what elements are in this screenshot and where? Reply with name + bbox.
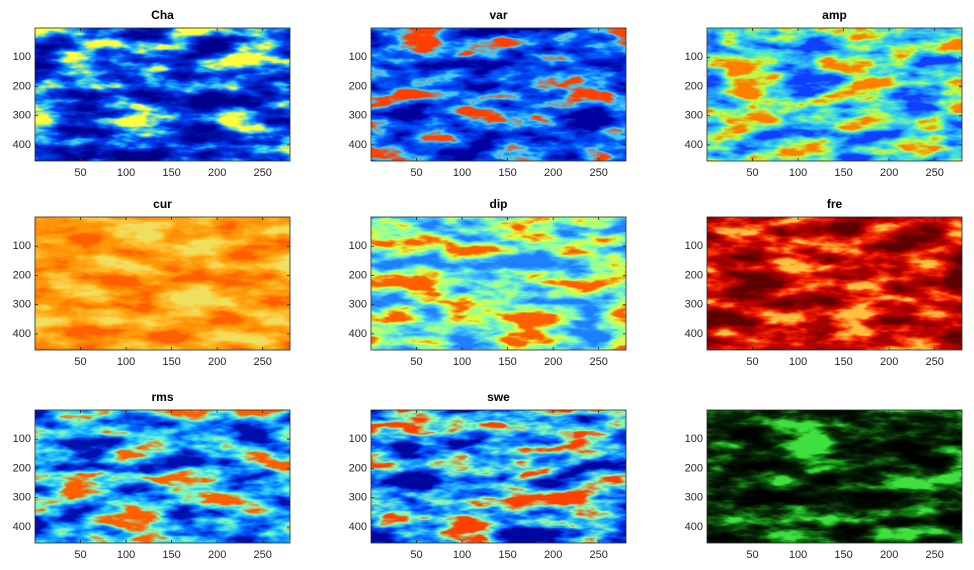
x-tick-label: 200 [208,356,226,368]
x-tick-label: 200 [880,356,898,368]
image [35,410,290,543]
y-tick-label: 300 [13,492,31,504]
x-tick-label: 250 [589,356,607,368]
x-tick-label: 200 [544,356,562,368]
x-tick-label: 150 [162,549,180,561]
image [707,410,962,543]
x-tick-label: 50 [410,549,422,561]
image [35,217,290,350]
y-tick-label: 100 [13,433,31,445]
y-tick-label: 400 [685,521,703,533]
y-tick-label: 100 [13,240,31,252]
y-tick-label: 300 [685,492,703,504]
x-tick-label: 150 [498,549,516,561]
image [707,217,962,350]
image [707,28,962,161]
x-tick-label: 50 [74,167,86,179]
x-tick-label: 200 [208,167,226,179]
x-tick-label: 250 [925,167,943,179]
x-tick-label: 250 [253,167,271,179]
panel-title: swe [487,390,510,404]
x-tick-label: 200 [544,167,562,179]
x-tick-label: 150 [162,167,180,179]
y-tick-label: 400 [349,328,367,340]
x-tick-label: 100 [117,167,135,179]
y-tick-label: 400 [13,328,31,340]
x-tick-label: 150 [834,356,852,368]
y-tick-label: 200 [349,269,367,281]
x-tick-label: 100 [117,549,135,561]
x-tick-label: 100 [453,167,471,179]
x-tick-label: 250 [253,356,271,368]
y-tick-label: 300 [685,110,703,122]
x-tick-label: 200 [208,549,226,561]
y-tick-label: 200 [685,462,703,474]
panel-title: dip [490,197,508,211]
x-tick-label: 250 [253,549,271,561]
y-tick-label: 200 [685,80,703,92]
y-tick-label: 300 [349,299,367,311]
y-tick-label: 100 [349,51,367,63]
x-tick-label: 150 [834,167,852,179]
panel-title: amp [822,8,847,22]
x-tick-label: 50 [410,167,422,179]
y-tick-label: 100 [13,51,31,63]
x-tick-label: 100 [453,549,471,561]
x-tick-label: 250 [589,549,607,561]
panel-title: Cha [151,8,174,22]
x-tick-label: 50 [746,167,758,179]
y-tick-label: 400 [13,521,31,533]
x-tick-label: 50 [746,549,758,561]
y-tick-label: 200 [13,462,31,474]
x-tick-label: 100 [453,356,471,368]
x-tick-label: 150 [498,167,516,179]
x-tick-label: 100 [789,549,807,561]
image [371,28,626,161]
y-tick-label: 200 [349,80,367,92]
x-tick-label: 150 [162,356,180,368]
x-tick-label: 50 [74,356,86,368]
x-tick-label: 200 [544,549,562,561]
x-tick-label: 150 [834,549,852,561]
y-tick-label: 100 [349,240,367,252]
y-tick-label: 200 [13,269,31,281]
x-tick-label: 250 [925,549,943,561]
panel-title: rms [151,390,173,404]
x-tick-label: 50 [746,356,758,368]
x-tick-label: 250 [925,356,943,368]
y-tick-label: 400 [685,328,703,340]
y-tick-label: 100 [685,51,703,63]
panel-title: fre [827,197,843,211]
x-tick-label: 250 [589,167,607,179]
x-tick-label: 200 [880,167,898,179]
y-tick-label: 300 [685,299,703,311]
x-tick-label: 50 [74,549,86,561]
y-tick-label: 400 [685,139,703,151]
y-tick-label: 200 [349,462,367,474]
y-tick-label: 300 [349,492,367,504]
y-tick-label: 300 [13,110,31,122]
image [35,28,290,161]
x-tick-label: 100 [789,356,807,368]
y-tick-label: 200 [13,80,31,92]
x-tick-label: 50 [410,356,422,368]
y-tick-label: 300 [13,299,31,311]
image [371,217,626,350]
y-tick-label: 400 [349,139,367,151]
y-tick-label: 100 [685,433,703,445]
y-tick-label: 100 [685,240,703,252]
y-tick-label: 300 [349,110,367,122]
y-tick-label: 100 [349,433,367,445]
x-tick-label: 200 [880,549,898,561]
y-tick-label: 400 [13,139,31,151]
figure: Cha 50 100 150 200 250 100 200 300 400 var 50 100 150… [0,0,974,570]
y-tick-label: 200 [685,269,703,281]
panel-title: var [489,8,507,22]
image [371,410,626,543]
y-tick-label: 400 [349,521,367,533]
x-tick-label: 150 [498,356,516,368]
x-tick-label: 100 [789,167,807,179]
panel-title: cur [153,197,172,211]
x-tick-label: 100 [117,356,135,368]
